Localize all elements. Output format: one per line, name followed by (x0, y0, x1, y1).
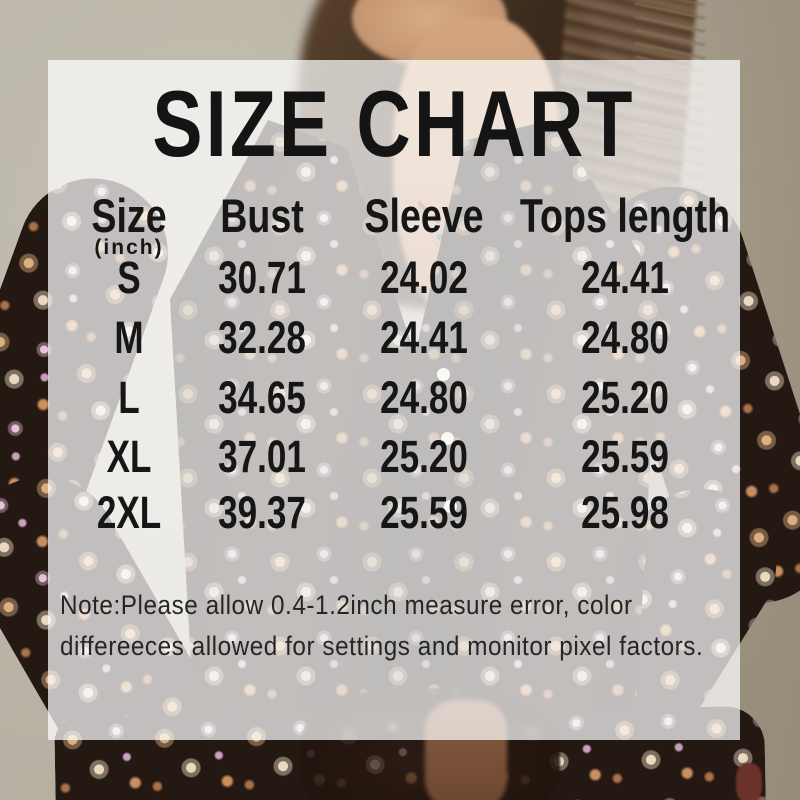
size-cell: XL (106, 431, 152, 482)
size-cell: 2XL (96, 487, 162, 538)
header-tops-length: Tops length (519, 189, 731, 242)
sleeve-cell: 24.02 (380, 252, 468, 303)
table-row: XL 37.01 25.20 25.59 (48, 427, 740, 487)
bust-cell: 30.71 (218, 252, 306, 303)
sleeve-cell: 25.20 (380, 431, 468, 482)
size-cell: M (114, 312, 144, 363)
tops-length-cell: 25.98 (581, 487, 669, 538)
size-cell: S (117, 252, 141, 303)
tops-length-cell: 25.20 (581, 372, 669, 423)
table-header-row: Size Bust Sleeve Tops length (48, 184, 740, 248)
fabric-edge-detail (736, 763, 762, 800)
bust-cell: 37.01 (218, 431, 306, 482)
bust-cell: 39.37 (218, 487, 306, 538)
sleeve-cell: 25.59 (380, 487, 468, 538)
size-chart-panel: SIZE CHART Size Bust Sleeve Tops length … (48, 60, 740, 740)
tops-length-cell: 24.80 (581, 312, 669, 363)
table-row: L 34.65 24.80 25.20 (48, 368, 740, 428)
sleeve-cell: 24.80 (380, 372, 468, 423)
sleeve-cell: 24.41 (380, 312, 468, 363)
size-cell: L (118, 372, 140, 423)
measure-note-line2: differeeces allowed for settings and mon… (60, 631, 704, 661)
table-row: S 30.71 24.02 24.41 (48, 248, 740, 308)
tops-length-cell: 24.41 (581, 252, 669, 303)
header-sleeve: Sleeve (364, 189, 484, 242)
header-bust: Bust (220, 189, 304, 242)
unit-label: (inch) (94, 236, 164, 259)
header-size: Size (91, 189, 167, 242)
table-row: M 32.28 24.41 24.80 (48, 308, 740, 368)
bust-cell: 34.65 (218, 372, 306, 423)
tops-length-cell: 25.59 (581, 431, 669, 482)
bust-cell: 32.28 (218, 312, 306, 363)
table-row: 2XL 39.37 25.59 25.98 (48, 483, 740, 543)
measure-note-line1: Note:Please allow 0.4-1.2inch measure er… (60, 590, 633, 620)
page-title: SIZE CHART (152, 71, 636, 176)
